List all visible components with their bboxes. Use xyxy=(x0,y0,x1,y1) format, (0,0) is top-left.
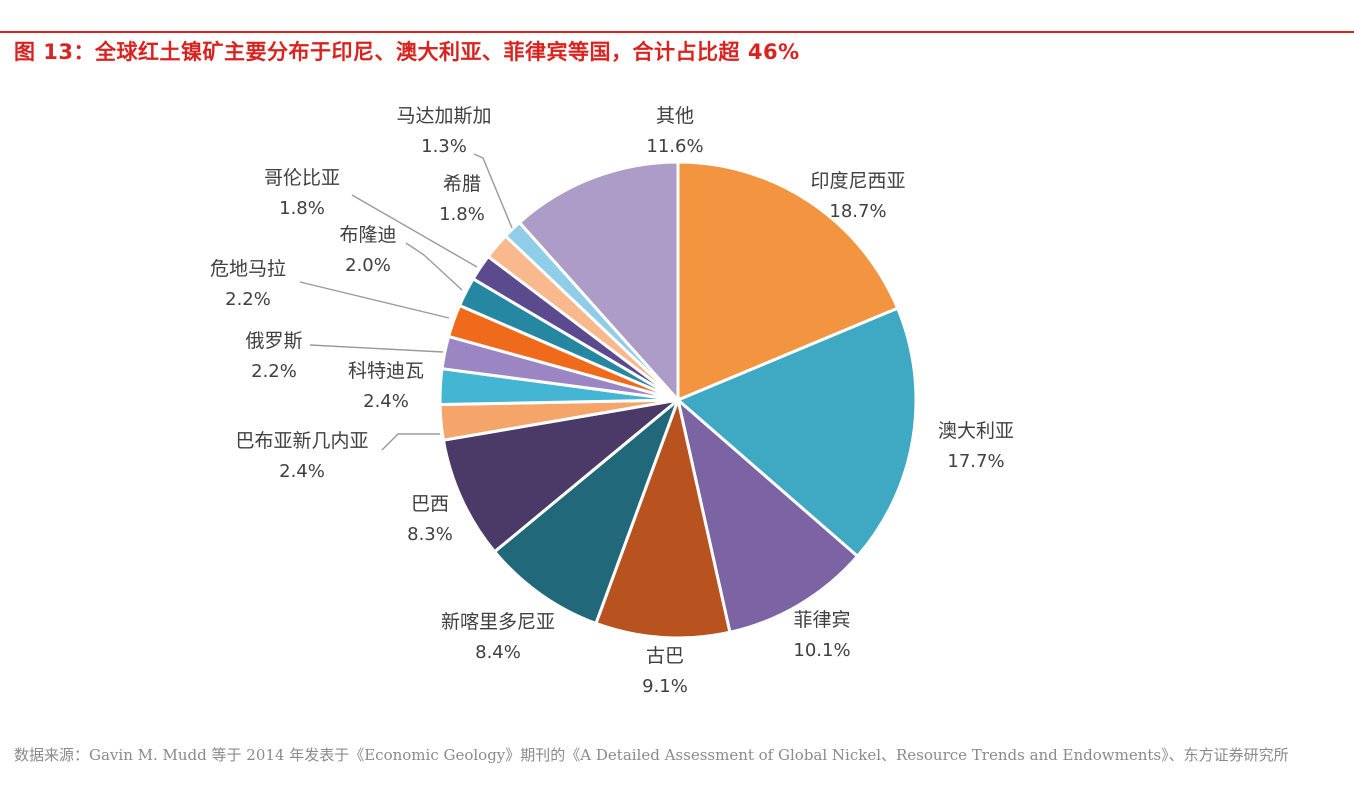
slice-name-label: 巴布亚新几内亚 xyxy=(235,430,368,452)
leader-line xyxy=(405,242,463,291)
leader-line xyxy=(351,194,478,268)
slice-value-label: 2.4% xyxy=(363,391,409,412)
slice-value-label: 18.7% xyxy=(829,201,886,222)
slice-value-label: 8.4% xyxy=(475,642,521,663)
pie-slice xyxy=(493,398,680,625)
slice-name-label: 希腊 xyxy=(443,173,481,195)
slice-name-label: 澳大利亚 xyxy=(938,420,1014,442)
pie-slice xyxy=(517,160,680,402)
slice-value-label: 2.2% xyxy=(225,289,271,310)
leader-line xyxy=(381,433,440,451)
leader-line xyxy=(473,153,513,229)
pie-slice xyxy=(594,398,732,640)
slice-name-label: 布隆迪 xyxy=(339,224,396,246)
source-note: 数据来源：Gavin M. Mudd 等于 2014 年发表于《Economic… xyxy=(14,746,1289,764)
pie-slice xyxy=(676,160,900,402)
slice-name-label: 马达加斯加 xyxy=(396,105,491,127)
slice-value-label: 1.3% xyxy=(421,136,467,157)
slice-value-label: 1.8% xyxy=(439,204,485,225)
pie-slice xyxy=(676,398,860,634)
slice-value-label: 17.7% xyxy=(947,451,1004,472)
slice-value-label: 2.2% xyxy=(251,361,297,382)
slice-value-label: 2.4% xyxy=(279,461,325,482)
slice-value-label: 11.6% xyxy=(646,136,703,157)
pie-chart: 印度尼西亚 18.7% 澳大利亚 17.7% 菲律宾 10.1% 古巴 9.1% 新喀里多尼亚 8… xyxy=(210,105,1014,697)
slice-value-label: 10.1% xyxy=(793,640,850,661)
slice-value-label: 1.8% xyxy=(279,198,325,219)
leader-line xyxy=(309,344,444,353)
slice-name-label: 其他 xyxy=(656,105,694,127)
slice-name-label: 印度尼西亚 xyxy=(810,170,905,192)
title-rule xyxy=(0,31,1354,33)
slice-name-label: 科特迪瓦 xyxy=(348,360,424,382)
slice-name-label: 菲律宾 xyxy=(793,609,850,631)
pie-slice xyxy=(676,306,918,558)
slice-value-label: 2.0% xyxy=(345,255,391,276)
figure-title: 图 13：全球红土镍矿主要分布于印尼、澳大利亚、菲律宾等国，合计占比超 46% xyxy=(14,40,800,64)
slice-value-label: 8.3% xyxy=(407,524,453,545)
slice-name-label: 哥伦比亚 xyxy=(264,167,340,189)
leader-line xyxy=(299,281,450,319)
pie-slice xyxy=(441,398,680,554)
slice-name-label: 古巴 xyxy=(646,645,684,667)
slice-name-label: 俄罗斯 xyxy=(245,330,302,352)
slice-name-label: 巴西 xyxy=(411,493,449,515)
slice-name-label: 危地马拉 xyxy=(210,258,286,280)
slice-value-label: 9.1% xyxy=(642,676,688,697)
slice-name-label: 新喀里多尼亚 xyxy=(441,611,555,633)
